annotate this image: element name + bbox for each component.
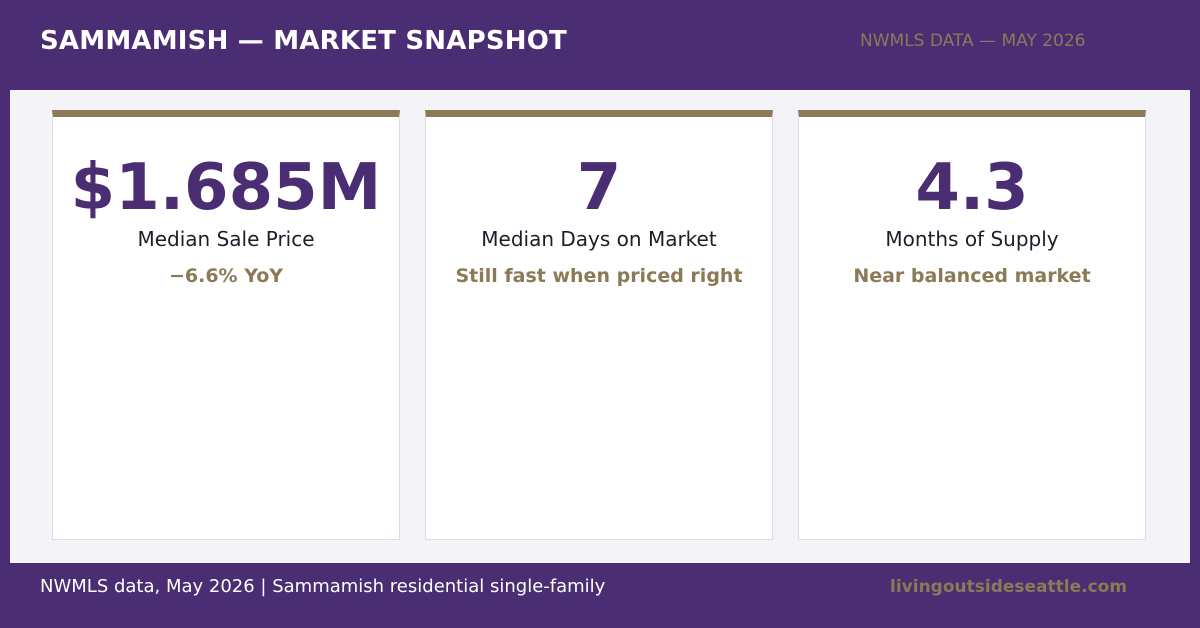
stat-label: Median Sale Price xyxy=(137,227,315,251)
stat-note: −6.6% YoY xyxy=(168,265,284,287)
stat-label: Median Days on Market xyxy=(481,227,717,251)
stat-value: 7 xyxy=(576,151,622,225)
stat-card: 7 Median Days on Market Still fast when … xyxy=(425,110,773,540)
footer-source: NWMLS data, May 2026 | Sammamish residen… xyxy=(40,576,606,597)
stat-note: Near balanced market xyxy=(853,265,1091,287)
stat-value: $1.685M xyxy=(70,151,382,225)
title: SAMMAMISH — MARKET SNAPSHOT xyxy=(40,26,567,56)
stat-label: Months of Supply xyxy=(885,227,1059,251)
footer-site: livingoutsideseattle.com xyxy=(890,577,1128,597)
content-area: $1.685M Median Sale Price −6.6% YoY 7 Me… xyxy=(10,90,1190,563)
stat-value: 4.3 xyxy=(915,151,1029,225)
stat-card: $1.685M Median Sale Price −6.6% YoY xyxy=(52,110,400,540)
stat-note: Still fast when priced right xyxy=(455,265,743,287)
subtitle: NWMLS DATA — MAY 2026 xyxy=(860,31,1086,51)
stat-card: 4.3 Months of Supply Near balanced marke… xyxy=(798,110,1146,540)
